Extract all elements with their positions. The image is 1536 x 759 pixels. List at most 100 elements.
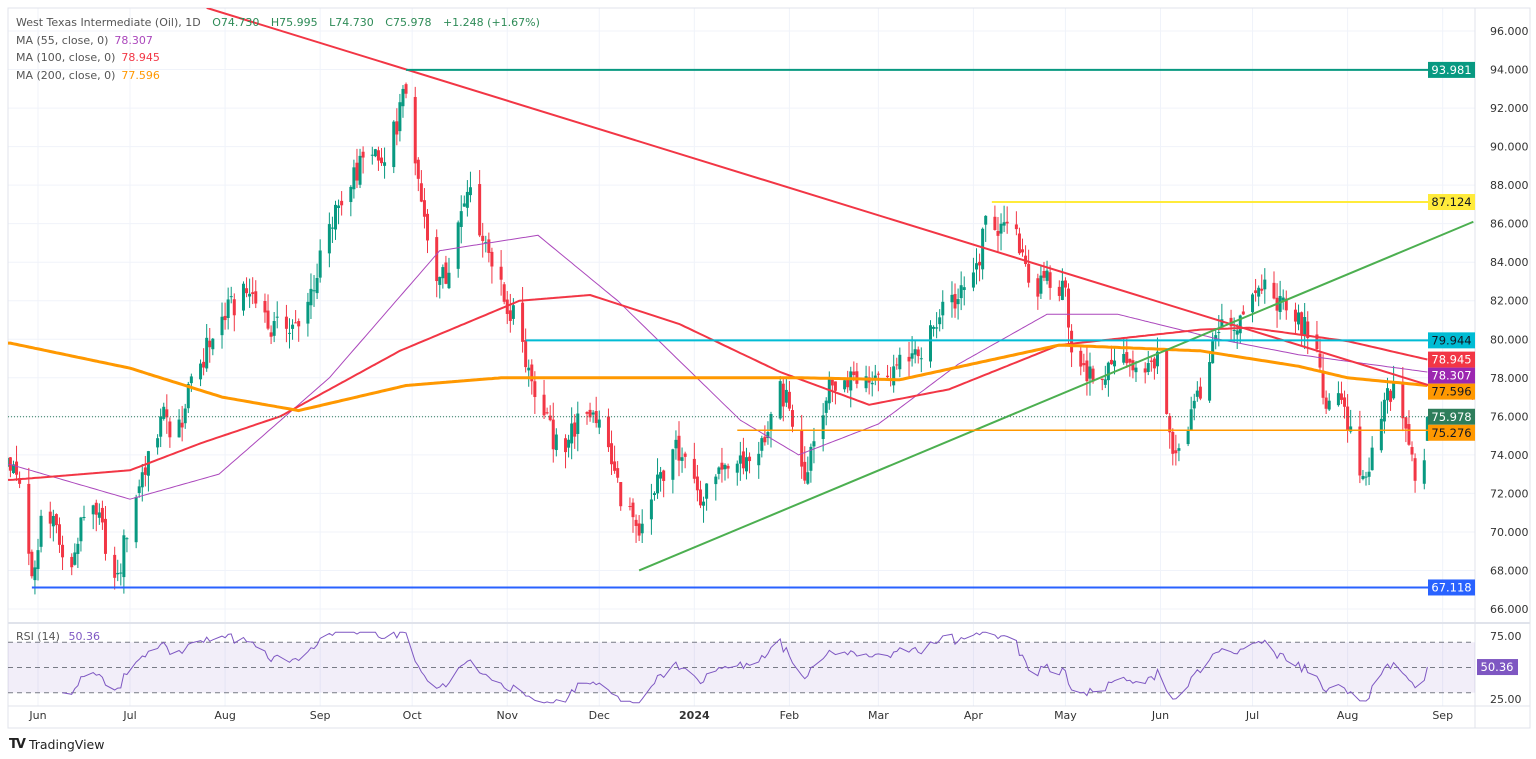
candle[interactable] [790,404,794,433]
candle[interactable] [478,170,482,238]
candle[interactable] [54,513,58,534]
candle[interactable] [613,445,617,474]
candle[interactable] [146,450,150,492]
candle[interactable] [757,441,761,479]
candle[interactable] [223,302,227,330]
candle[interactable] [1192,393,1196,421]
candle[interactable] [159,408,163,448]
candle[interactable] [1413,453,1417,493]
candle[interactable] [508,293,512,333]
candle[interactable] [821,403,825,452]
candle[interactable] [416,157,420,192]
candle[interactable] [468,171,472,203]
candle[interactable] [275,301,279,329]
ma200-line[interactable] [1,341,1428,413]
candle[interactable] [1404,416,1408,443]
candle[interactable] [1275,283,1279,328]
candle[interactable] [744,447,748,480]
candle[interactable] [919,347,923,373]
candle[interactable] [907,341,911,379]
rsi-pane[interactable] [8,631,1475,704]
candle[interactable] [702,496,706,523]
candle[interactable] [1079,346,1083,376]
candle[interactable] [1389,389,1393,411]
ma55-line[interactable] [1,234,1428,500]
candle[interactable] [27,467,31,566]
candle[interactable] [720,447,724,483]
candle[interactable] [1024,245,1028,267]
candle[interactable] [294,310,298,324]
candle[interactable] [1241,305,1245,316]
candle[interactable] [573,414,577,449]
candle[interactable] [1382,392,1386,434]
candle[interactable] [637,515,641,542]
candle[interactable] [1318,338,1322,372]
candle[interactable] [1085,347,1089,396]
candle[interactable] [422,188,426,229]
candle[interactable] [999,213,1003,251]
candle[interactable] [1027,249,1031,288]
candle[interactable] [1364,471,1368,486]
candle[interactable] [1422,448,1426,490]
candle[interactable] [337,199,341,225]
candle[interactable] [1263,268,1267,304]
candle[interactable] [254,280,258,309]
candle[interactable] [404,82,408,99]
candle[interactable] [499,250,503,296]
candle[interactable] [800,414,804,479]
candle[interactable] [1039,264,1043,299]
candle[interactable] [812,427,816,464]
candle[interactable] [392,120,396,174]
candle[interactable] [1324,390,1328,415]
candle[interactable] [1284,290,1288,320]
candle[interactable] [1367,457,1371,486]
rsi-line[interactable] [62,631,1428,704]
candle[interactable] [548,405,552,422]
candle[interactable] [100,500,104,530]
candle[interactable] [1005,206,1009,234]
candle[interactable] [570,407,574,460]
candle[interactable] [39,509,43,553]
candle[interactable] [459,195,463,244]
candle[interactable] [441,264,445,289]
candle[interactable] [741,437,745,475]
candle[interactable] [913,341,917,364]
candle[interactable] [91,504,95,530]
candle[interactable] [284,304,288,343]
candle[interactable] [456,220,460,278]
candle[interactable] [419,170,423,203]
candle[interactable] [652,491,656,501]
candle[interactable] [481,222,485,258]
candle[interactable] [996,217,1000,253]
candle[interactable] [103,506,107,561]
candle[interactable] [8,457,12,478]
candle[interactable] [1327,393,1331,411]
candle[interactable] [1281,289,1285,310]
candle[interactable] [760,435,764,458]
candle[interactable] [352,159,356,199]
candle[interactable] [306,292,310,337]
candle[interactable] [1165,349,1169,415]
candle[interactable] [1134,360,1138,382]
candle[interactable] [597,410,601,435]
candle[interactable] [898,347,902,378]
candle[interactable] [208,328,212,363]
candle[interactable] [649,483,653,535]
candle[interactable] [383,147,387,179]
candle[interactable] [594,396,598,428]
candle[interactable] [1370,436,1374,471]
candle[interactable] [892,354,896,393]
candle[interactable] [1048,265,1052,300]
candle[interactable] [585,411,589,425]
candle[interactable] [723,463,727,481]
candle[interactable] [576,401,580,452]
candle[interactable] [683,451,687,469]
candle[interactable] [1385,377,1389,414]
candle[interactable] [916,346,920,364]
candle[interactable] [1293,302,1297,334]
candle[interactable] [521,287,525,353]
candle[interactable] [849,366,853,408]
candle[interactable] [82,505,86,521]
candle[interactable] [426,209,430,254]
candle[interactable] [340,191,344,216]
